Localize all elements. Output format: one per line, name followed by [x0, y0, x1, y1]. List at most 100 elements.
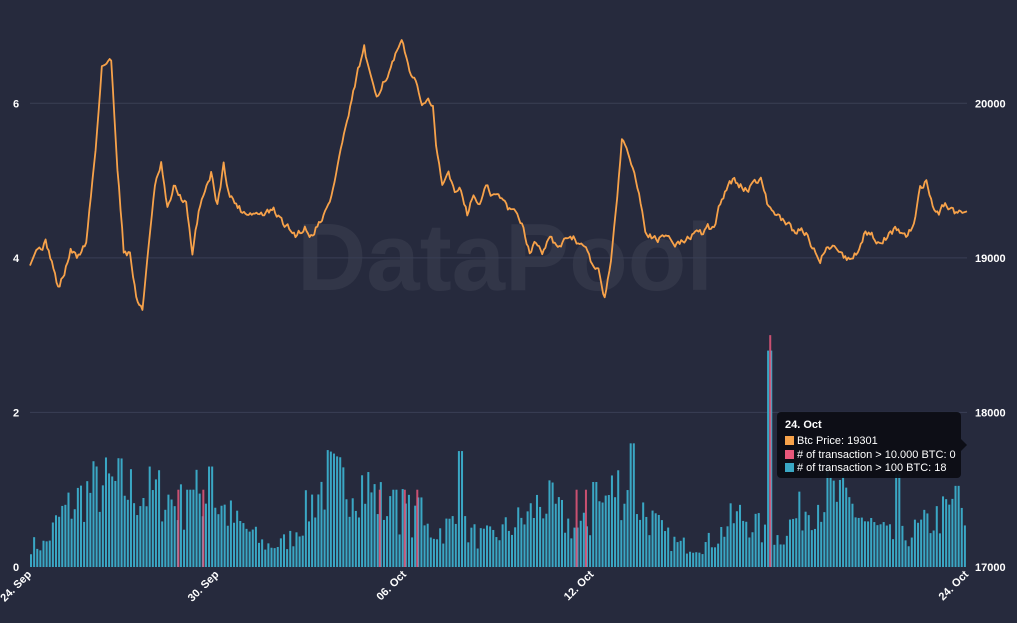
bar-100btc-287: [926, 513, 929, 567]
bar-100btc-181: [595, 481, 598, 567]
bar-100btc-51: [189, 489, 192, 567]
bar-100btc-140: [467, 542, 470, 567]
bar-100btc-49: [183, 529, 186, 567]
bar-10000btc-1: [202, 489, 205, 567]
bar-100btc-29: [120, 458, 123, 567]
bar-100btc-16: [79, 485, 82, 567]
bar-100btc-37: [145, 506, 148, 567]
bar-100btc-43: [164, 509, 167, 567]
bar-100btc-247: [801, 530, 804, 567]
bar-100btc-31: [126, 499, 129, 567]
bar-100btc-221: [720, 526, 723, 567]
x-tick-1: 30. Sep: [186, 568, 222, 604]
bar-100btc-130: [436, 539, 439, 567]
bar-100btc-73: [258, 542, 261, 567]
bar-100btc-53: [195, 469, 198, 567]
y-right-tick-17000: 17000: [975, 562, 1006, 574]
bar-100btc-232: [754, 513, 757, 567]
y-axis-right: 17000 18000 19000 20000: [975, 98, 1006, 574]
bar-100btc-38: [148, 466, 151, 567]
bar-100btc-230: [748, 537, 751, 567]
bar-100btc-46: [173, 506, 176, 567]
x-tick-2: 06. Oct: [374, 568, 409, 603]
bar-100btc-278: [898, 474, 901, 567]
y-left-tick-2: 2: [13, 407, 19, 419]
bar-100btc-296: [954, 485, 957, 567]
bar-100btc-82: [286, 549, 289, 567]
bar-100btc-228: [742, 520, 745, 567]
bar-100btc-45: [170, 499, 173, 567]
bar-100btc-72: [254, 526, 257, 567]
bar-100btc-163: [539, 506, 542, 567]
bar-100btc-91: [314, 517, 317, 567]
bar-100btc-218: [710, 547, 713, 567]
tooltip-row-price: Btc Price: 19301: [797, 435, 878, 447]
bar-100btc-293: [945, 499, 948, 567]
bar-100btc-19: [89, 492, 92, 567]
bar-100btc-263: [851, 503, 854, 567]
bar-100btc-120: [404, 503, 407, 567]
y-left-tick-0: 0: [13, 562, 19, 574]
bar-100btc-282: [910, 537, 913, 567]
bar-100btc-241: [782, 544, 785, 567]
bar-100btc-188: [617, 470, 620, 567]
bar-100btc-231: [751, 532, 754, 567]
bar-100btc-127: [426, 523, 429, 567]
bar-100btc-202: [660, 520, 663, 567]
bar-100btc-250: [810, 530, 813, 567]
bar-100btc-39: [151, 490, 154, 567]
bar-100btc-143: [476, 548, 479, 567]
bar-100btc-251: [813, 528, 816, 567]
bar-100btc-79: [276, 546, 279, 567]
bar-100btc-187: [614, 497, 617, 567]
bar-100btc-179: [589, 535, 592, 567]
bar-100btc-60: [217, 514, 220, 567]
bar-100btc-150: [498, 540, 501, 567]
bar-100btc-236: [767, 350, 770, 567]
bar-100btc-15: [76, 487, 79, 567]
bar-100btc-200: [654, 513, 657, 567]
bar-100btc-260: [842, 476, 845, 567]
bar-100btc-229: [745, 521, 748, 567]
bars-series-10000btc: [177, 335, 772, 567]
bar-100btc-144: [479, 528, 482, 567]
tooltip-swatch-100: [785, 463, 794, 472]
bar-100btc-114: [386, 516, 389, 567]
bar-100btc-186: [610, 475, 613, 567]
bar-100btc-155: [514, 527, 517, 567]
bar-100btc-14: [73, 509, 76, 567]
bar-100btc-97: [332, 453, 335, 567]
bar-100btc-133: [445, 518, 448, 567]
bar-100btc-41: [158, 470, 161, 567]
y-left-tick-4: 4: [13, 253, 20, 265]
bar-100btc-193: [632, 443, 635, 567]
bar-100btc-99: [339, 457, 342, 567]
bar-100btc-86: [298, 536, 301, 567]
bar-100btc-272: [879, 524, 882, 567]
bar-100btc-198: [648, 535, 651, 567]
bar-100btc-36: [142, 498, 145, 567]
bar-100btc-257: [832, 480, 835, 567]
tooltip-swatch-price: [785, 436, 794, 445]
bar-100btc-124: [417, 497, 420, 567]
bar-100btc-68: [242, 523, 245, 567]
bar-100btc-56: [204, 503, 207, 567]
y-right-tick-20000: 20000: [975, 98, 1006, 110]
bar-100btc-265: [857, 517, 860, 567]
bar-100btc-223: [726, 526, 729, 567]
bar-10000btc-5: [575, 489, 578, 567]
bar-100btc-197: [645, 516, 648, 567]
price-line: [29, 39, 968, 311]
bar-100btc-159: [526, 511, 529, 567]
bar-10000btc-4: [416, 489, 419, 567]
bar-100btc-274: [885, 525, 888, 567]
bar-100btc-83: [289, 530, 292, 567]
x-axis: 24. Sep 30. Sep 06. Oct 12. Oct 24. Oct: [0, 568, 971, 604]
bar-100btc-95: [326, 450, 329, 567]
bar-100btc-108: [367, 472, 370, 567]
bar-100btc-210: [685, 553, 688, 567]
bar-100btc-59: [214, 507, 217, 567]
bar-100btc-107: [364, 503, 367, 567]
bar-100btc-78: [273, 548, 276, 567]
bar-100btc-180: [592, 481, 595, 567]
